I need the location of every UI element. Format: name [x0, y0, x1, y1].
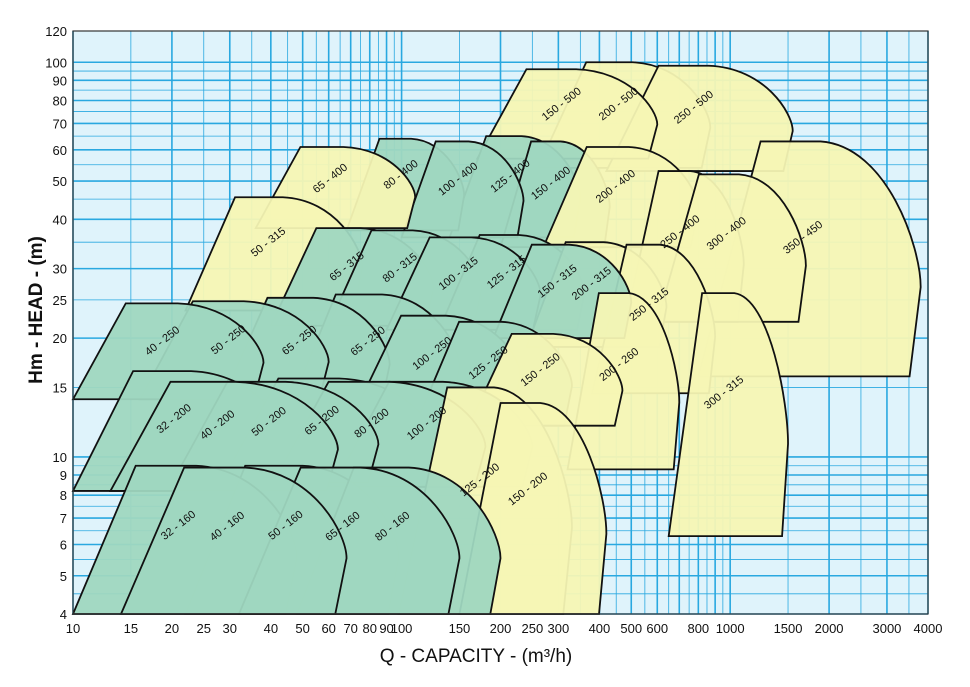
y-tick-label: 90 — [53, 73, 67, 88]
y-tick-label: 60 — [53, 143, 67, 158]
y-tick-label: 40 — [53, 212, 67, 227]
x-axis-title: Q - CAPACITY - (m³/h) — [380, 646, 572, 667]
x-tick-label: 200 — [490, 621, 512, 636]
zone-100-400 — [400, 140, 525, 239]
x-tick-label: 15 — [124, 621, 138, 636]
y-tick-label: 120 — [45, 24, 67, 39]
x-tick-label: 800 — [687, 621, 709, 636]
x-tick-label: 2000 — [815, 621, 844, 636]
pump-zones — [71, 61, 922, 615]
zone-300-315 — [667, 292, 789, 538]
zone-40-160 — [119, 466, 348, 615]
y-axis-title: Hm - HEAD - (m) — [26, 236, 47, 384]
x-tick-label: 10 — [66, 621, 80, 636]
y-tick-label: 30 — [53, 262, 67, 277]
y-tick-label: 80 — [53, 94, 67, 109]
x-tick-label: 25 — [197, 621, 211, 636]
x-tick-label: 400 — [589, 621, 611, 636]
y-tick-label: 6 — [60, 537, 67, 552]
x-tick-label: 80 — [363, 621, 377, 636]
x-tick-label: 150 — [449, 621, 471, 636]
y-tick-label: 10 — [53, 450, 67, 465]
x-tick-label: 40 — [264, 621, 278, 636]
y-tick-label: 25 — [53, 293, 67, 308]
y-tick-label: 100 — [45, 55, 67, 70]
y-tick-label: 50 — [53, 174, 67, 189]
y-tick-label: 70 — [53, 116, 67, 131]
x-tick-label: 3000 — [872, 621, 901, 636]
x-tick-label: 60 — [321, 621, 335, 636]
x-tick-label: 600 — [646, 621, 668, 636]
x-tick-label: 30 — [223, 621, 237, 636]
x-tick-label: 500 — [620, 621, 642, 636]
y-tick-label: 7 — [60, 511, 67, 526]
x-tick-label: 250 — [521, 621, 543, 636]
plot-frame — [72, 30, 929, 615]
x-tick-label: 20 — [165, 621, 179, 636]
x-tick-label: 100 — [391, 621, 413, 636]
y-tick-label: 8 — [60, 488, 67, 503]
y-tick-label: 15 — [53, 380, 67, 395]
plot-border — [72, 30, 929, 615]
zone-250-500 — [604, 64, 794, 172]
x-tick-label: 90 — [379, 621, 393, 636]
x-tick-label: 4000 — [914, 621, 943, 636]
zone-40-200 — [108, 380, 339, 492]
y-tick-label: 9 — [60, 468, 67, 483]
y-tick-label: 5 — [60, 569, 67, 584]
x-tick-label: 70 — [343, 621, 357, 636]
x-tick-label: 50 — [295, 621, 309, 636]
y-tick-label: 4 — [60, 607, 67, 622]
y-tick-labels: 4 5 6 7 8 9 10 15 20 25 30 40 50 60 70 80 90 100 120 — [45, 24, 67, 622]
x-tick-label: 1500 — [774, 621, 803, 636]
y-tick-label: 20 — [53, 331, 67, 346]
x-tick-label: 1000 — [716, 621, 745, 636]
x-tick-label: 300 — [548, 621, 570, 636]
